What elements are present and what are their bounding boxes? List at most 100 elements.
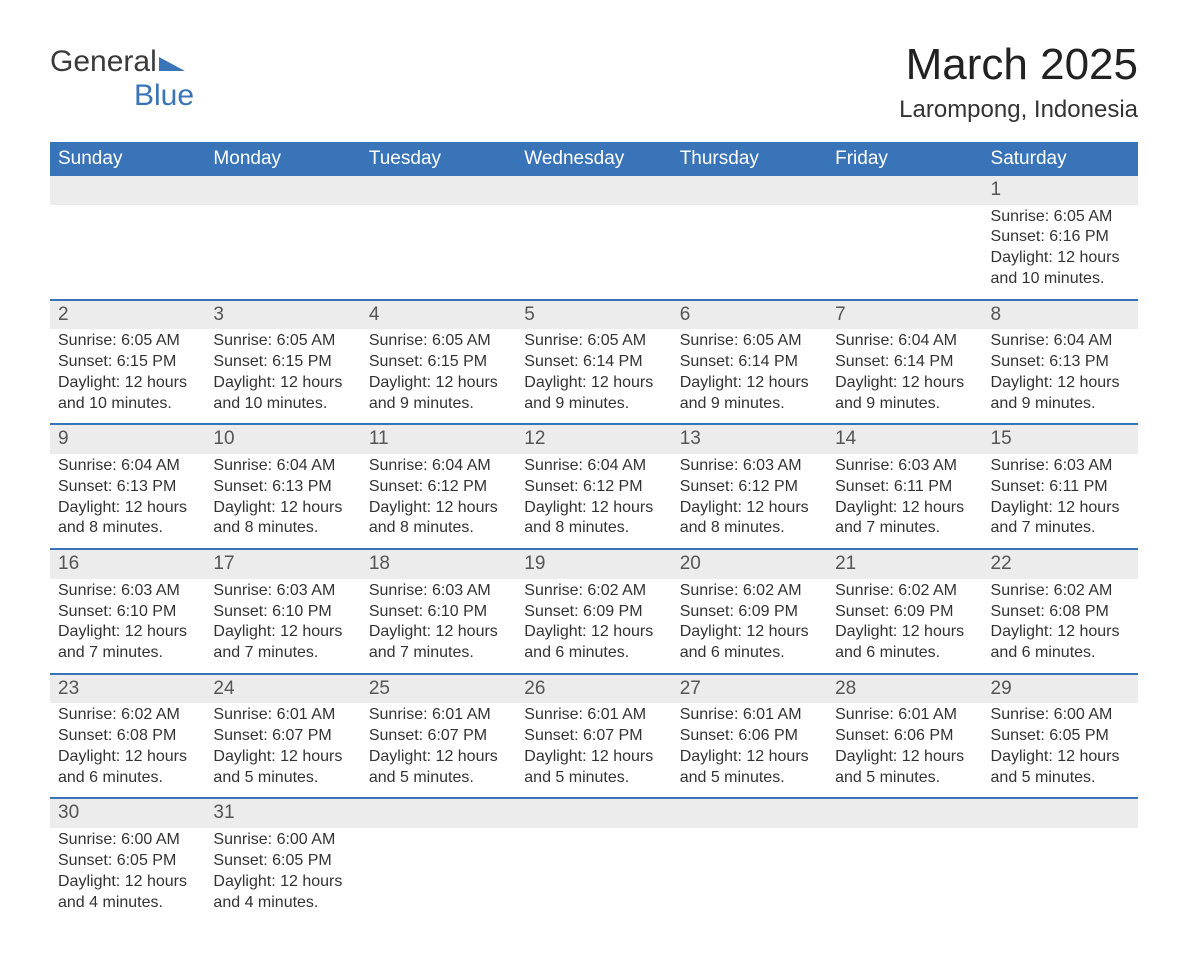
sunrise-text: Sunrise: 6:03 AM: [369, 581, 508, 602]
sunset-text: Sunset: 6:11 PM: [835, 477, 974, 498]
dl2-text: and 5 minutes.: [213, 768, 352, 789]
day-number: 30: [50, 798, 205, 828]
day-number: 21: [827, 549, 982, 579]
content-row: Sunrise: 6:05 AMSunset: 6:16 PMDaylight:…: [50, 205, 1138, 300]
dl1-text: Daylight: 12 hours: [369, 747, 508, 768]
day-cell: [827, 828, 982, 922]
dl1-text: Daylight: 12 hours: [58, 498, 197, 519]
dl1-text: Daylight: 12 hours: [680, 747, 819, 768]
col-sunday: Sunday: [50, 142, 205, 176]
sunrise-text: Sunrise: 6:02 AM: [524, 581, 663, 602]
day-cell: [205, 205, 360, 300]
day-number: 11: [361, 424, 516, 454]
dl2-text: and 10 minutes.: [58, 394, 197, 415]
day-cell: [516, 205, 671, 300]
day-cell: Sunrise: 6:01 AMSunset: 6:06 PMDaylight:…: [672, 703, 827, 798]
sunrise-text: Sunrise: 6:02 AM: [58, 705, 197, 726]
logo-flag-icon: [159, 48, 189, 80]
day-cell: [827, 205, 982, 300]
sunrise-text: Sunrise: 6:01 AM: [835, 705, 974, 726]
page-location: Larompong, Indonesia: [899, 96, 1138, 124]
dl2-text: and 5 minutes.: [369, 768, 508, 789]
day-number: 2: [50, 300, 205, 330]
dl2-text: and 5 minutes.: [835, 768, 974, 789]
sunrise-text: Sunrise: 6:03 AM: [991, 456, 1130, 477]
day-cell: [361, 205, 516, 300]
dl2-text: and 5 minutes.: [524, 768, 663, 789]
day-number: 9: [50, 424, 205, 454]
sunset-text: Sunset: 6:13 PM: [213, 477, 352, 498]
sunrise-text: Sunrise: 6:03 AM: [58, 581, 197, 602]
dl2-text: and 8 minutes.: [58, 518, 197, 539]
sunrise-text: Sunrise: 6:04 AM: [58, 456, 197, 477]
day-number: 5: [516, 300, 671, 330]
dl2-text: and 6 minutes.: [991, 643, 1130, 664]
day-cell: Sunrise: 6:05 AMSunset: 6:14 PMDaylight:…: [672, 329, 827, 424]
sunset-text: Sunset: 6:06 PM: [680, 726, 819, 747]
sunset-text: Sunset: 6:12 PM: [680, 477, 819, 498]
sunset-text: Sunset: 6:07 PM: [524, 726, 663, 747]
day-cell: Sunrise: 6:01 AMSunset: 6:07 PMDaylight:…: [361, 703, 516, 798]
sunset-text: Sunset: 6:08 PM: [58, 726, 197, 747]
sunset-text: Sunset: 6:07 PM: [213, 726, 352, 747]
sunset-text: Sunset: 6:13 PM: [991, 352, 1130, 373]
day-number: 23: [50, 674, 205, 704]
dl1-text: Daylight: 12 hours: [991, 622, 1130, 643]
dl1-text: Daylight: 12 hours: [213, 622, 352, 643]
day-number: [983, 798, 1138, 828]
dl2-text: and 7 minutes.: [369, 643, 508, 664]
dl2-text: and 7 minutes.: [835, 518, 974, 539]
day-cell: Sunrise: 6:05 AMSunset: 6:16 PMDaylight:…: [983, 205, 1138, 300]
sunset-text: Sunset: 6:16 PM: [991, 227, 1130, 248]
sunset-text: Sunset: 6:09 PM: [524, 602, 663, 623]
sunrise-text: Sunrise: 6:02 AM: [835, 581, 974, 602]
dl2-text: and 10 minutes.: [991, 269, 1130, 290]
day-number: 26: [516, 674, 671, 704]
logo-text: General Blue: [50, 46, 194, 111]
calendar-table: Sunday Monday Tuesday Wednesday Thursday…: [50, 142, 1138, 922]
col-tuesday: Tuesday: [361, 142, 516, 176]
sunrise-text: Sunrise: 6:00 AM: [213, 830, 352, 851]
dl1-text: Daylight: 12 hours: [524, 498, 663, 519]
day-number: [827, 176, 982, 205]
dl2-text: and 6 minutes.: [680, 643, 819, 664]
day-cell: [672, 828, 827, 922]
day-cell: Sunrise: 6:02 AMSunset: 6:09 PMDaylight:…: [516, 579, 671, 674]
dl1-text: Daylight: 12 hours: [213, 373, 352, 394]
day-number: [516, 176, 671, 205]
day-number: 19: [516, 549, 671, 579]
dl1-text: Daylight: 12 hours: [991, 248, 1130, 269]
dl1-text: Daylight: 12 hours: [58, 622, 197, 643]
day-number: [205, 176, 360, 205]
sunrise-text: Sunrise: 6:05 AM: [369, 331, 508, 352]
day-cell: [983, 828, 1138, 922]
sunset-text: Sunset: 6:10 PM: [213, 602, 352, 623]
day-number: 24: [205, 674, 360, 704]
page-title: March 2025: [899, 40, 1138, 90]
day-number: 8: [983, 300, 1138, 330]
sunset-text: Sunset: 6:08 PM: [991, 602, 1130, 623]
day-number: [827, 798, 982, 828]
sunset-text: Sunset: 6:06 PM: [835, 726, 974, 747]
dl1-text: Daylight: 12 hours: [680, 498, 819, 519]
day-cell: Sunrise: 6:04 AMSunset: 6:13 PMDaylight:…: [50, 454, 205, 549]
content-row: Sunrise: 6:02 AMSunset: 6:08 PM Daylight:…: [50, 703, 1138, 798]
dl1-text: Daylight: 12 hours: [524, 622, 663, 643]
sunrise-text: Sunrise: 6:02 AM: [991, 581, 1130, 602]
dl1-text: Daylight: 12 hours: [524, 747, 663, 768]
sunset-text: Sunset: 6:12 PM: [524, 477, 663, 498]
daynum-row: 9101112131415: [50, 424, 1138, 454]
dl1-text: Daylight: 12 hours: [369, 498, 508, 519]
day-cell: Sunrise: 6:00 AMSunset: 6:05 PMDaylight:…: [205, 828, 360, 922]
day-cell: [672, 205, 827, 300]
logo-word2: Blue: [134, 79, 194, 112]
day-number: 27: [672, 674, 827, 704]
sunrise-text: Sunrise: 6:03 AM: [835, 456, 974, 477]
daynum-row: 1: [50, 176, 1138, 205]
weekday-header-row: Sunday Monday Tuesday Wednesday Thursday…: [50, 142, 1138, 176]
sunrise-text: Sunrise: 6:01 AM: [213, 705, 352, 726]
day-number: 20: [672, 549, 827, 579]
col-wednesday: Wednesday: [516, 142, 671, 176]
dl1-text: Daylight: 12 hours: [835, 622, 974, 643]
day-number: 28: [827, 674, 982, 704]
